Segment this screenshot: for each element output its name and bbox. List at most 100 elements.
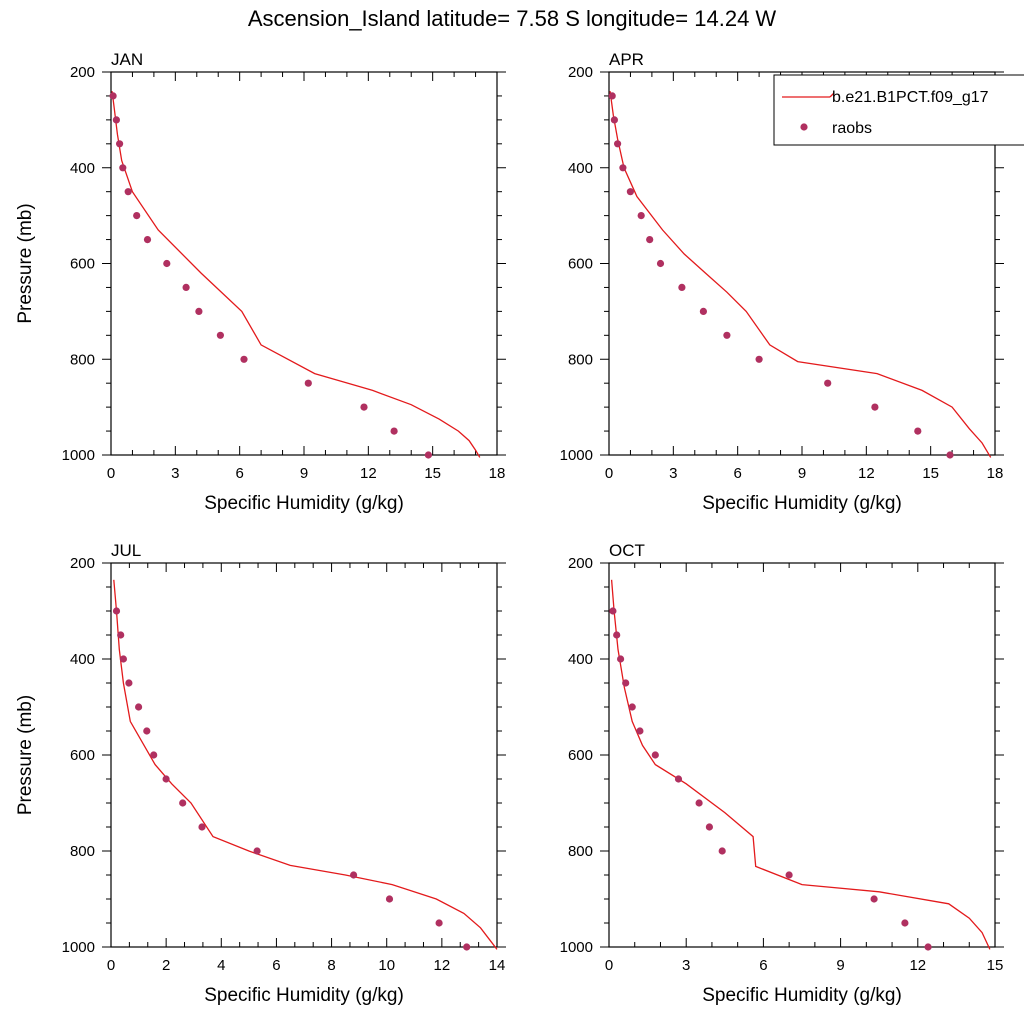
raobs-point: [924, 943, 932, 951]
raobs-point: [182, 283, 190, 291]
y-tick-label: 600: [70, 256, 95, 273]
raobs-point: [871, 403, 879, 411]
raobs-point: [424, 451, 432, 459]
x-axis-title: Specific Humidity (g/kg): [702, 985, 902, 1006]
raobs-point: [609, 607, 617, 615]
y-tick-label: 200: [568, 64, 593, 81]
raobs-point: [674, 775, 683, 783]
raobs-point: [150, 751, 158, 759]
y-axis-title: Pressure (mb): [15, 203, 36, 323]
y-tick-label: 600: [568, 747, 593, 764]
raobs-point: [723, 331, 731, 339]
panel-label: JUL: [111, 541, 141, 560]
y-tick-label: 1000: [62, 447, 95, 464]
x-tick-label: 0: [107, 957, 115, 974]
x-tick-label: 15: [987, 957, 1004, 974]
x-tick-label: 15: [424, 465, 441, 482]
x-tick-label: 14: [489, 957, 506, 974]
panel-label: JAN: [111, 50, 143, 69]
x-axis-title: Specific Humidity (g/kg): [702, 493, 902, 514]
raobs-point: [617, 655, 625, 663]
raobs-point: [179, 799, 187, 807]
raobs-point: [253, 847, 261, 855]
raobs-point: [162, 775, 170, 783]
y-tick-label: 400: [568, 160, 593, 177]
x-tick-label: 12: [360, 465, 377, 482]
raobs-point: [124, 188, 132, 196]
x-tick-label: 8: [327, 957, 335, 974]
panel-oct: OCT 0 3 6 9 12 15 200 400 600 800 1000 Specific Humi…: [560, 541, 1004, 1006]
raobs-point: [116, 140, 124, 148]
raobs-point: [699, 307, 708, 315]
y-tick-label: 600: [568, 256, 593, 273]
raobs-point: [678, 283, 686, 291]
y-tick-label: 800: [568, 843, 593, 860]
y-tick-label: 400: [568, 651, 593, 668]
raobs-point: [622, 679, 630, 687]
panel-jul: JUL 0 2 4 6 8 10 12 14 200 400 600 800 1000 Specific H…: [15, 541, 506, 1006]
raobs-point: [646, 236, 654, 244]
y-tick-label: 1000: [560, 447, 593, 464]
raobs-point: [119, 655, 127, 663]
x-tick-label: 9: [300, 465, 308, 482]
raobs-point: [112, 607, 121, 615]
raobs-point: [824, 379, 832, 387]
x-axis-title: Specific Humidity (g/kg): [204, 985, 404, 1006]
y-tick-label: 800: [70, 843, 95, 860]
model-line: [111, 91, 481, 458]
legend-model-line-tip: [829, 92, 835, 98]
x-tick-label: 3: [669, 465, 677, 482]
raobs-point: [360, 403, 368, 411]
x-tick-label: 2: [162, 957, 170, 974]
panel-label: OCT: [609, 541, 645, 560]
model-line: [113, 579, 498, 950]
raobs-point: [651, 751, 659, 759]
y-tick-label: 400: [70, 651, 95, 668]
raobs-point: [119, 164, 127, 172]
raobs-point: [109, 92, 117, 100]
y-tick-label: 800: [568, 351, 593, 368]
raobs-point: [610, 116, 619, 124]
raobs-point: [304, 379, 312, 387]
raobs-point: [901, 919, 909, 927]
legend-raobs-marker: [800, 123, 808, 131]
x-tick-label: 4: [217, 957, 225, 974]
raobs-point: [350, 871, 358, 879]
raobs-point: [718, 847, 726, 855]
panels: JAN 0 3 6 9 12 15 18 200 400 600 800 1000 Specific Hu…: [15, 50, 1024, 1006]
raobs-point: [216, 331, 224, 339]
legend-model-label: b.e21.B1PCT.f09_g17: [832, 89, 989, 106]
y-tick-label: 400: [70, 160, 95, 177]
x-tick-label: 9: [836, 957, 844, 974]
legend-box: [773, 74, 1024, 146]
x-tick-label: 6: [272, 957, 280, 974]
raobs-point: [198, 823, 206, 831]
raobs-point: [390, 427, 398, 435]
raobs-point: [755, 355, 763, 363]
raobs-point: [125, 679, 133, 687]
raobs-point: [135, 703, 143, 711]
raobs-point: [628, 703, 636, 711]
raobs-point: [636, 727, 644, 735]
raobs-point: [619, 164, 627, 172]
y-axis-title: Pressure (mb): [15, 695, 36, 815]
x-tick-label: 0: [605, 957, 613, 974]
raobs-point: [946, 451, 954, 459]
y-tick-label: 800: [70, 351, 95, 368]
raobs-point: [435, 919, 443, 927]
raobs-point: [656, 259, 665, 268]
y-tick-label: 1000: [560, 939, 593, 956]
x-tick-label: 18: [489, 465, 506, 482]
raobs-point: [637, 212, 645, 220]
x-tick-label: 12: [434, 957, 451, 974]
raobs-point: [613, 631, 621, 639]
panel-apr: APR 0 3 6 9 12 15 18 200 400 600 800 1000 Specific Hu…: [560, 50, 1024, 514]
x-axis-title: Specific Humidity (g/kg): [204, 493, 404, 514]
model-line: [610, 579, 991, 950]
x-tick-label: 6: [733, 465, 741, 482]
x-tick-label: 9: [798, 465, 806, 482]
plot-frame: [110, 562, 498, 948]
panel-jan: JAN 0 3 6 9 12 15 18 200 400 600 800 1000 Specific Hu…: [15, 50, 506, 514]
